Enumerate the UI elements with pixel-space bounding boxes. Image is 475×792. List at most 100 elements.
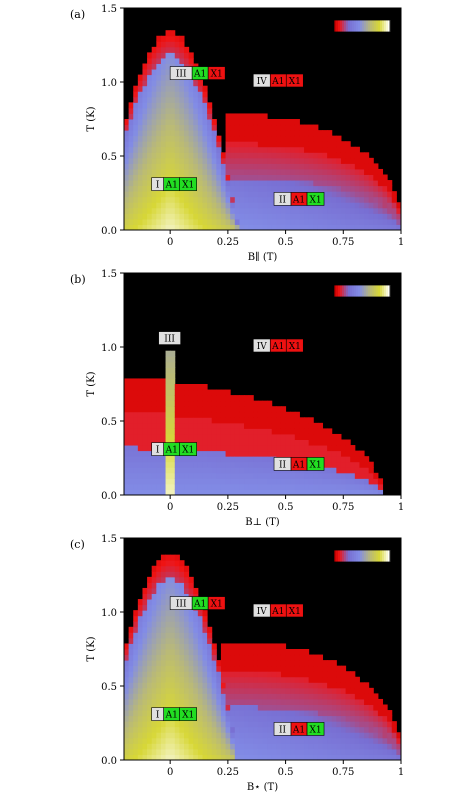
- heatmap-cell: [327, 163, 333, 170]
- heatmap-cell: [170, 41, 176, 48]
- heatmap-cell: [165, 356, 171, 363]
- heatmap-cell: [354, 489, 360, 496]
- heatmap-cell: [184, 587, 190, 594]
- heatmap-cell: [285, 450, 291, 457]
- heatmap-cell: [322, 456, 328, 463]
- heatmap-cell: [354, 687, 360, 694]
- heatmap-cell: [267, 654, 273, 661]
- heatmap-cell: [280, 445, 287, 452]
- heatmap-cell: [248, 163, 254, 170]
- colorbar-cell: [380, 550, 383, 562]
- heatmap-cell: [285, 478, 291, 485]
- heatmap-cell: [299, 168, 305, 175]
- heatmap-cell: [317, 693, 324, 700]
- heatmap-cell: [280, 180, 287, 187]
- colorbar-cell: [376, 285, 379, 297]
- heatmap-cell: [124, 665, 130, 672]
- heatmap-cell: [193, 621, 199, 628]
- heatmap-cell: [142, 395, 148, 402]
- heatmap-cell: [327, 445, 333, 452]
- heatmap-cell: [285, 135, 291, 142]
- heatmap-cell: [211, 467, 217, 474]
- heatmap-cell: [340, 213, 347, 220]
- heatmap-cell: [147, 102, 153, 109]
- heatmap-cell: [299, 141, 305, 148]
- heatmap-cell: [151, 472, 157, 479]
- heatmap-cell: [327, 146, 333, 153]
- heatmap-cell: [294, 654, 300, 661]
- phase-roman: I: [156, 181, 160, 191]
- heatmap-cell: [207, 698, 213, 705]
- heatmap-cell: [174, 130, 180, 137]
- heatmap-cell: [197, 428, 203, 435]
- heatmap-cell: [350, 698, 356, 705]
- heatmap-cell: [207, 489, 213, 496]
- heatmap-cell: [285, 483, 291, 490]
- heatmap-cell: [151, 80, 157, 87]
- heatmap-cell: [151, 565, 157, 572]
- heatmap-cell: [179, 168, 185, 175]
- heatmap-cell: [151, 378, 157, 385]
- heatmap-cell: [165, 102, 171, 109]
- heatmap-cell: [124, 726, 130, 733]
- colorbar-cell: [368, 550, 371, 562]
- heatmap-cell: [239, 445, 245, 452]
- heatmap-cell: [193, 91, 199, 98]
- heatmap-cell: [308, 654, 314, 661]
- heatmap-cell: [151, 483, 157, 490]
- x-tick-label: 1: [398, 237, 404, 248]
- heatmap-cell: [304, 682, 310, 689]
- heatmap-cell: [345, 157, 351, 164]
- heatmap-cell: [377, 207, 384, 214]
- heatmap-cell: [336, 698, 342, 705]
- heatmap-cell: [257, 743, 263, 750]
- phase-x-label: X1: [309, 460, 321, 470]
- heatmap-cell: [156, 141, 162, 148]
- heatmap-cell: [216, 428, 222, 435]
- heatmap-cell: [193, 163, 199, 170]
- heatmap-cell: [188, 96, 194, 103]
- heatmap-cell: [225, 643, 231, 650]
- heatmap-cell: [340, 721, 347, 728]
- heatmap-cell: [160, 80, 167, 87]
- heatmap-cell: [244, 704, 250, 711]
- heatmap-cell: [225, 715, 231, 722]
- heatmap-cell: [280, 671, 287, 678]
- heatmap-cell: [207, 102, 213, 109]
- heatmap-cell: [170, 560, 176, 567]
- heatmap-cell: [202, 754, 208, 761]
- heatmap-cell: [354, 218, 360, 225]
- heatmap-cell: [248, 456, 254, 463]
- heatmap-cell: [165, 372, 171, 379]
- heatmap-cell: [174, 157, 180, 164]
- heatmap-cell: [317, 439, 324, 446]
- heatmap-cell: [184, 417, 190, 424]
- heatmap-cell: [304, 157, 310, 164]
- heatmap-cell: [202, 693, 208, 700]
- heatmap-cell: [382, 732, 388, 739]
- heatmap-cell: [331, 461, 337, 468]
- heatmap-cell: [364, 737, 370, 744]
- heatmap-cell: [244, 649, 250, 656]
- heatmap-cell: [142, 726, 148, 733]
- heatmap-cell: [257, 478, 263, 485]
- heatmap-cell: [271, 743, 277, 750]
- heatmap-cell: [137, 737, 143, 744]
- heatmap-cell: [151, 621, 157, 628]
- heatmap-cell: [193, 587, 199, 594]
- heatmap-cell: [280, 218, 287, 225]
- heatmap-cell: [257, 433, 263, 440]
- heatmap-cell: [257, 135, 263, 142]
- colorbar-cell: [334, 285, 337, 297]
- heatmap-cell: [262, 461, 268, 468]
- heatmap-cell: [262, 450, 268, 457]
- heatmap-cell: [179, 102, 185, 109]
- heatmap-cell: [285, 660, 291, 667]
- heatmap-cell: [359, 748, 365, 755]
- heatmap-cell: [188, 649, 194, 656]
- heatmap-cell: [244, 113, 250, 120]
- heatmap-cell: [336, 224, 342, 231]
- heatmap-cell: [124, 682, 130, 689]
- heatmap-cell: [280, 698, 287, 705]
- heatmap-cell: [156, 654, 162, 661]
